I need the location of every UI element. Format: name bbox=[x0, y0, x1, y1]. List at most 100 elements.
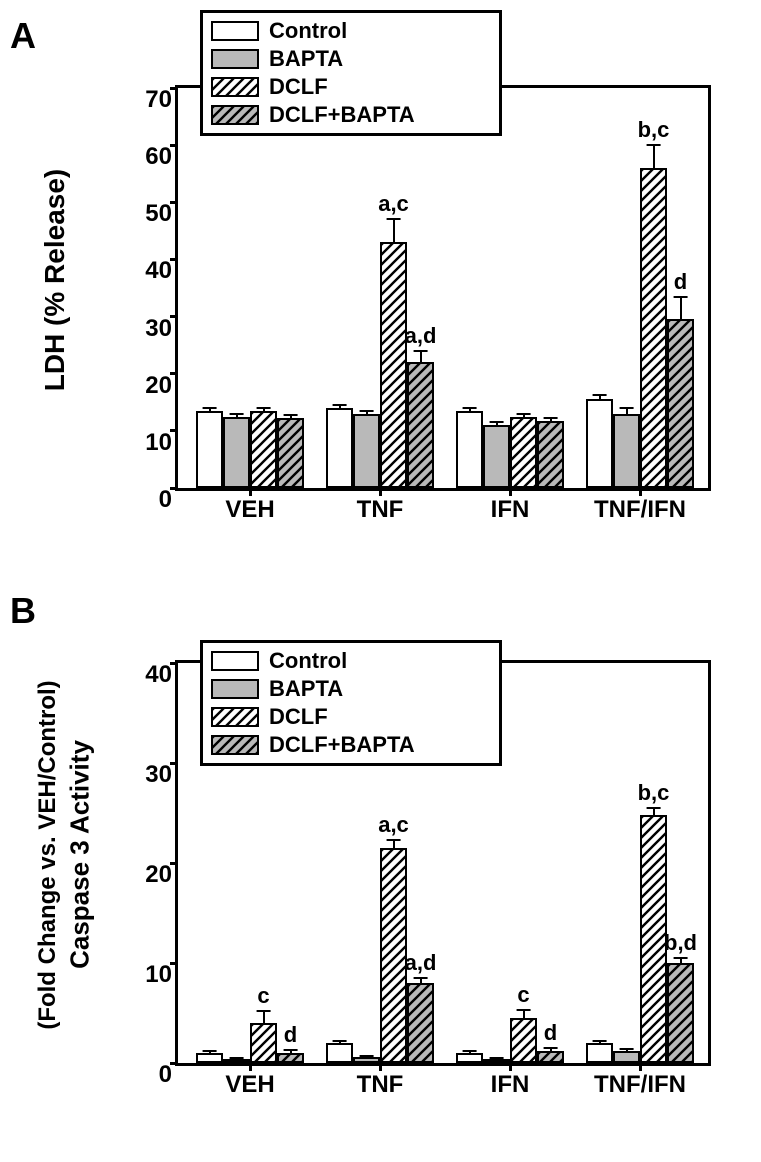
legend-label: Control bbox=[269, 648, 347, 674]
x-tick bbox=[249, 1063, 252, 1071]
x-tick bbox=[379, 1063, 382, 1071]
error-cap bbox=[619, 1048, 634, 1050]
x-tick bbox=[249, 488, 252, 496]
legend-swatch bbox=[211, 49, 259, 69]
x-tick bbox=[639, 1063, 642, 1071]
legend-swatch bbox=[211, 651, 259, 671]
bar bbox=[250, 1023, 277, 1063]
significance-annotation: d bbox=[674, 269, 687, 295]
bar bbox=[510, 1018, 537, 1063]
bar bbox=[456, 411, 483, 488]
legend-row: Control bbox=[211, 647, 491, 675]
legend: ControlBAPTADCLFDCLF+BAPTA bbox=[200, 10, 502, 136]
legend-swatch bbox=[211, 77, 259, 97]
x-tick-label: IFN bbox=[491, 496, 530, 524]
error-bar bbox=[653, 808, 655, 815]
bar bbox=[353, 414, 380, 488]
error-cap bbox=[462, 1050, 477, 1052]
bar bbox=[640, 815, 667, 1063]
legend-label: DCLF+BAPTA bbox=[269, 732, 415, 758]
error-cap bbox=[359, 410, 374, 412]
bar bbox=[407, 362, 434, 488]
significance-annotation: d bbox=[284, 1022, 297, 1048]
error-cap bbox=[646, 807, 661, 809]
x-tick-label: TNF/IFN bbox=[594, 496, 686, 524]
panel-label: A bbox=[10, 15, 36, 57]
y-tick-label: 0 bbox=[122, 1061, 172, 1089]
y-axis-label-line2: (Fold Change vs. VEH/Control) bbox=[34, 625, 62, 1085]
bar bbox=[613, 414, 640, 488]
error-bar bbox=[393, 840, 395, 848]
legend-swatch bbox=[211, 105, 259, 125]
legend-label: BAPTA bbox=[269, 676, 343, 702]
error-bar bbox=[680, 297, 682, 320]
bar bbox=[407, 983, 434, 1063]
y-tick-label: 40 bbox=[122, 257, 172, 285]
y-tick-label: 60 bbox=[122, 143, 172, 171]
y-tick-label: 40 bbox=[122, 661, 172, 689]
significance-annotation: a,c bbox=[378, 191, 409, 217]
x-tick-label: TNF/IFN bbox=[594, 1071, 686, 1099]
bar bbox=[380, 848, 407, 1063]
legend-swatch bbox=[211, 679, 259, 699]
bar bbox=[537, 421, 564, 488]
error-bar bbox=[523, 1010, 525, 1018]
error-cap bbox=[413, 350, 428, 352]
bar bbox=[640, 168, 667, 488]
error-cap bbox=[283, 1049, 298, 1051]
bar bbox=[380, 242, 407, 488]
error-cap bbox=[543, 417, 558, 419]
significance-annotation: d bbox=[544, 1020, 557, 1046]
bar bbox=[537, 1051, 564, 1063]
error-cap bbox=[283, 414, 298, 416]
error-cap bbox=[332, 404, 347, 406]
significance-annotation: c bbox=[517, 982, 529, 1008]
legend-row: DCLF bbox=[211, 73, 491, 101]
significance-annotation: a,d bbox=[405, 950, 437, 976]
x-tick-label: TNF bbox=[357, 496, 404, 524]
bar bbox=[667, 319, 694, 488]
legend-row: Control bbox=[211, 17, 491, 45]
bar bbox=[483, 425, 510, 488]
legend-row: DCLF+BAPTA bbox=[211, 101, 491, 129]
significance-annotation: a,d bbox=[405, 323, 437, 349]
error-cap bbox=[592, 394, 607, 396]
legend-label: DCLF bbox=[269, 74, 328, 100]
bar bbox=[613, 1051, 640, 1063]
panel-label: B bbox=[10, 590, 36, 632]
bar bbox=[223, 1059, 250, 1063]
legend-swatch bbox=[211, 707, 259, 727]
error-cap bbox=[256, 407, 271, 409]
x-tick bbox=[509, 488, 512, 496]
figure-page: ALDH (% Release)010203040506070VEHa,ca,d… bbox=[0, 0, 761, 1162]
error-cap bbox=[359, 1055, 374, 1057]
significance-annotation: b,c bbox=[638, 780, 670, 806]
error-cap bbox=[592, 1040, 607, 1042]
y-tick-label: 20 bbox=[122, 861, 172, 889]
bar bbox=[586, 1043, 613, 1063]
x-tick-label: VEH bbox=[225, 1071, 274, 1099]
x-tick-label: IFN bbox=[491, 1071, 530, 1099]
error-cap bbox=[619, 407, 634, 409]
legend-label: Control bbox=[269, 18, 347, 44]
x-tick bbox=[509, 1063, 512, 1071]
legend-row: BAPTA bbox=[211, 675, 491, 703]
x-tick bbox=[379, 488, 382, 496]
error-bar bbox=[393, 219, 395, 242]
error-bar bbox=[653, 145, 655, 168]
legend-row: DCLF bbox=[211, 703, 491, 731]
y-tick-label: 10 bbox=[122, 429, 172, 457]
error-bar bbox=[263, 1011, 265, 1023]
bar bbox=[277, 418, 304, 488]
error-cap bbox=[256, 1010, 271, 1012]
error-cap bbox=[202, 1050, 217, 1052]
legend-row: BAPTA bbox=[211, 45, 491, 73]
y-tick-label: 30 bbox=[122, 761, 172, 789]
bar bbox=[223, 417, 250, 488]
significance-annotation: b,c bbox=[638, 117, 670, 143]
error-cap bbox=[229, 413, 244, 415]
bar bbox=[510, 417, 537, 488]
y-tick-label: 0 bbox=[122, 486, 172, 514]
error-cap bbox=[386, 218, 401, 220]
bar bbox=[326, 408, 353, 488]
